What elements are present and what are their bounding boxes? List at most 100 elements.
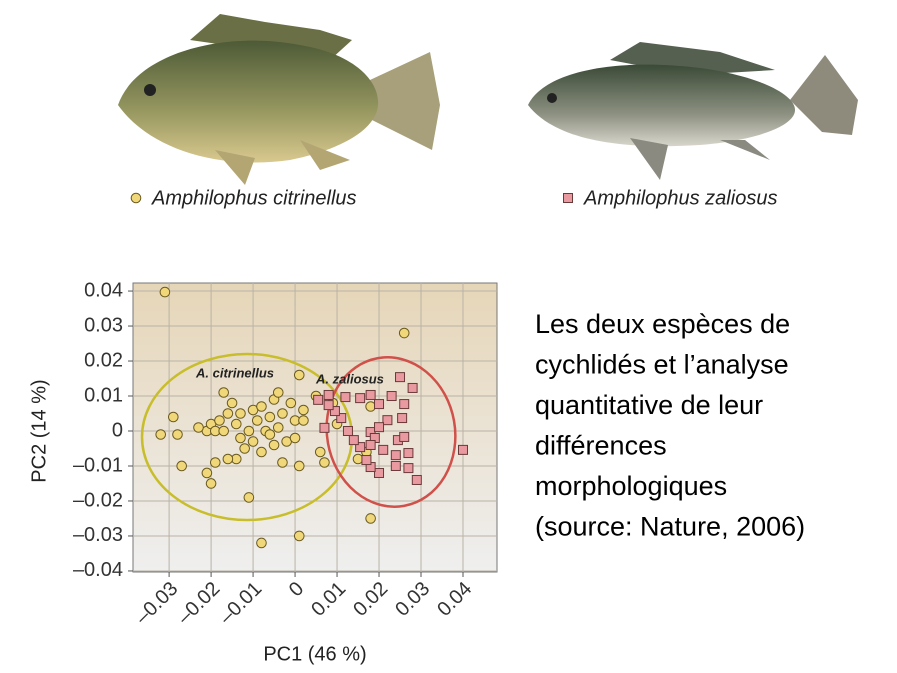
point (313, 394, 324, 405)
x-tick-label: 0.01 (307, 578, 350, 621)
legend-label: Amphilophus zaliosus (583, 187, 777, 209)
point (277, 457, 288, 468)
point (176, 460, 188, 472)
point (374, 467, 385, 478)
point (272, 422, 284, 433)
y-tick-label: 0.02 (84, 349, 123, 371)
point (243, 492, 255, 503)
x-axis-label: PC1 (46 %) (263, 643, 366, 665)
point (285, 397, 297, 409)
point (256, 537, 267, 549)
legend-marker (130, 192, 142, 204)
point (168, 411, 179, 423)
point (403, 463, 414, 474)
point (289, 432, 301, 444)
point (293, 530, 305, 542)
x-tick-label: 0.02 (349, 578, 392, 621)
point (218, 425, 229, 437)
point (235, 432, 246, 444)
point (361, 455, 372, 466)
point (256, 446, 267, 458)
plot (128, 282, 498, 577)
point (348, 435, 359, 446)
point (323, 400, 334, 411)
point (209, 457, 221, 468)
point (159, 286, 171, 298)
point (399, 431, 410, 442)
point (230, 418, 242, 430)
y-tick-label: 0.01 (84, 384, 123, 406)
point (243, 425, 255, 437)
point (336, 413, 347, 424)
x-tick-label: –0.01 (215, 578, 266, 629)
point (365, 439, 376, 450)
point (365, 513, 376, 524)
point (319, 422, 330, 433)
x-tick-label: –0.03 (131, 578, 182, 629)
point (314, 446, 326, 458)
point (256, 401, 267, 412)
point (251, 415, 263, 426)
point (235, 408, 246, 419)
point (272, 387, 284, 398)
annotation: A. zaliosus (315, 371, 384, 386)
point (214, 415, 225, 426)
point (386, 391, 397, 402)
annotation: A. citrinellus (195, 365, 274, 380)
fish-citrinellus (118, 14, 440, 185)
point (374, 422, 385, 433)
y-tick-label: –0.02 (73, 489, 123, 511)
point (218, 387, 229, 398)
point (268, 439, 280, 451)
point (222, 408, 234, 419)
point (293, 369, 305, 381)
caption-line: Les deux espèces de (535, 309, 790, 339)
point (398, 327, 410, 339)
point (172, 429, 183, 440)
point (411, 474, 422, 485)
point (319, 457, 330, 468)
caption: Les deux espèces de cychlidés et l’analys… (535, 309, 805, 542)
caption-line: (source: Nature, 2006) (535, 512, 805, 542)
point (390, 460, 401, 471)
point (264, 411, 276, 423)
point (329, 406, 340, 417)
point (323, 389, 334, 400)
point (226, 397, 238, 409)
y-axis-label: PC2 (14 %) (28, 379, 50, 482)
point (239, 443, 250, 454)
legend-label: Amphilophus citrinellus (151, 187, 357, 209)
point (395, 372, 406, 383)
legend: Amphilophus citrinellus Amphilophus zalio… (130, 187, 777, 209)
point (407, 382, 418, 393)
point (365, 401, 376, 412)
point (205, 478, 217, 489)
y-tick-label: 0.04 (84, 279, 123, 301)
point (355, 393, 366, 404)
point (397, 413, 408, 424)
point (193, 422, 204, 433)
point (277, 408, 288, 419)
point (293, 460, 305, 472)
point (403, 448, 414, 459)
y-tick-label: 0 (112, 419, 123, 441)
point (298, 415, 309, 426)
x-tick-label: –0.02 (173, 578, 224, 629)
point (155, 429, 167, 440)
point (355, 442, 366, 453)
point (457, 444, 468, 455)
y-tick-label: –0.03 (73, 524, 123, 546)
x-tick-label: 0 (285, 578, 308, 601)
caption-line: quantitative de leur (535, 390, 763, 420)
point (352, 453, 364, 465)
ellipse-zaliosus (325, 356, 457, 508)
fish-zaliosus (528, 42, 858, 180)
point (374, 399, 385, 410)
y-tick-label: –0.01 (73, 454, 123, 476)
y-tick-label: –0.04 (73, 559, 123, 581)
point (382, 415, 393, 426)
x-tick-label: 0.03 (391, 578, 434, 621)
legend-marker (563, 193, 573, 203)
point (201, 467, 213, 479)
